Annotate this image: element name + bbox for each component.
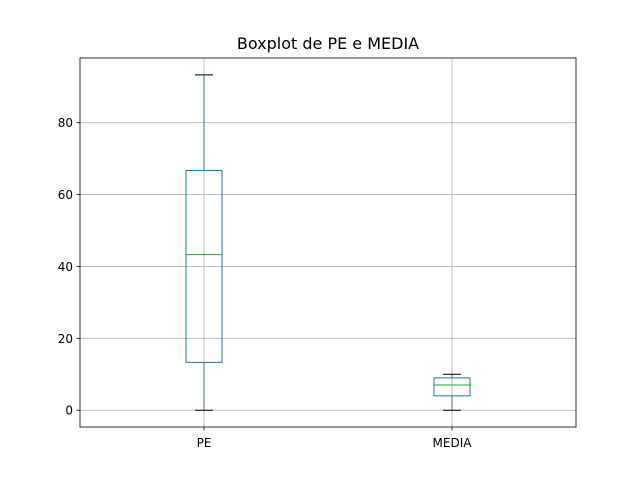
ticks-layer: 0 20 40 60 80 PE MEDIA xyxy=(58,116,473,450)
box-media xyxy=(433,373,471,411)
iqr-box xyxy=(185,169,223,363)
x-tick-label: MEDIA xyxy=(433,436,473,450)
box-pe xyxy=(185,74,223,411)
y-tick-label: 80 xyxy=(58,116,73,130)
axes-frame xyxy=(79,57,577,428)
y-tick-label: 0 xyxy=(65,404,73,418)
y-tick-label: 60 xyxy=(58,188,73,202)
chart-title: Boxplot de PE e MEDIA xyxy=(237,34,419,53)
x-tick-label: PE xyxy=(197,436,212,450)
boxes-layer xyxy=(185,74,471,411)
iqr-box xyxy=(433,377,471,397)
y-tick-label: 40 xyxy=(58,260,73,274)
y-tick-label: 20 xyxy=(58,332,73,346)
